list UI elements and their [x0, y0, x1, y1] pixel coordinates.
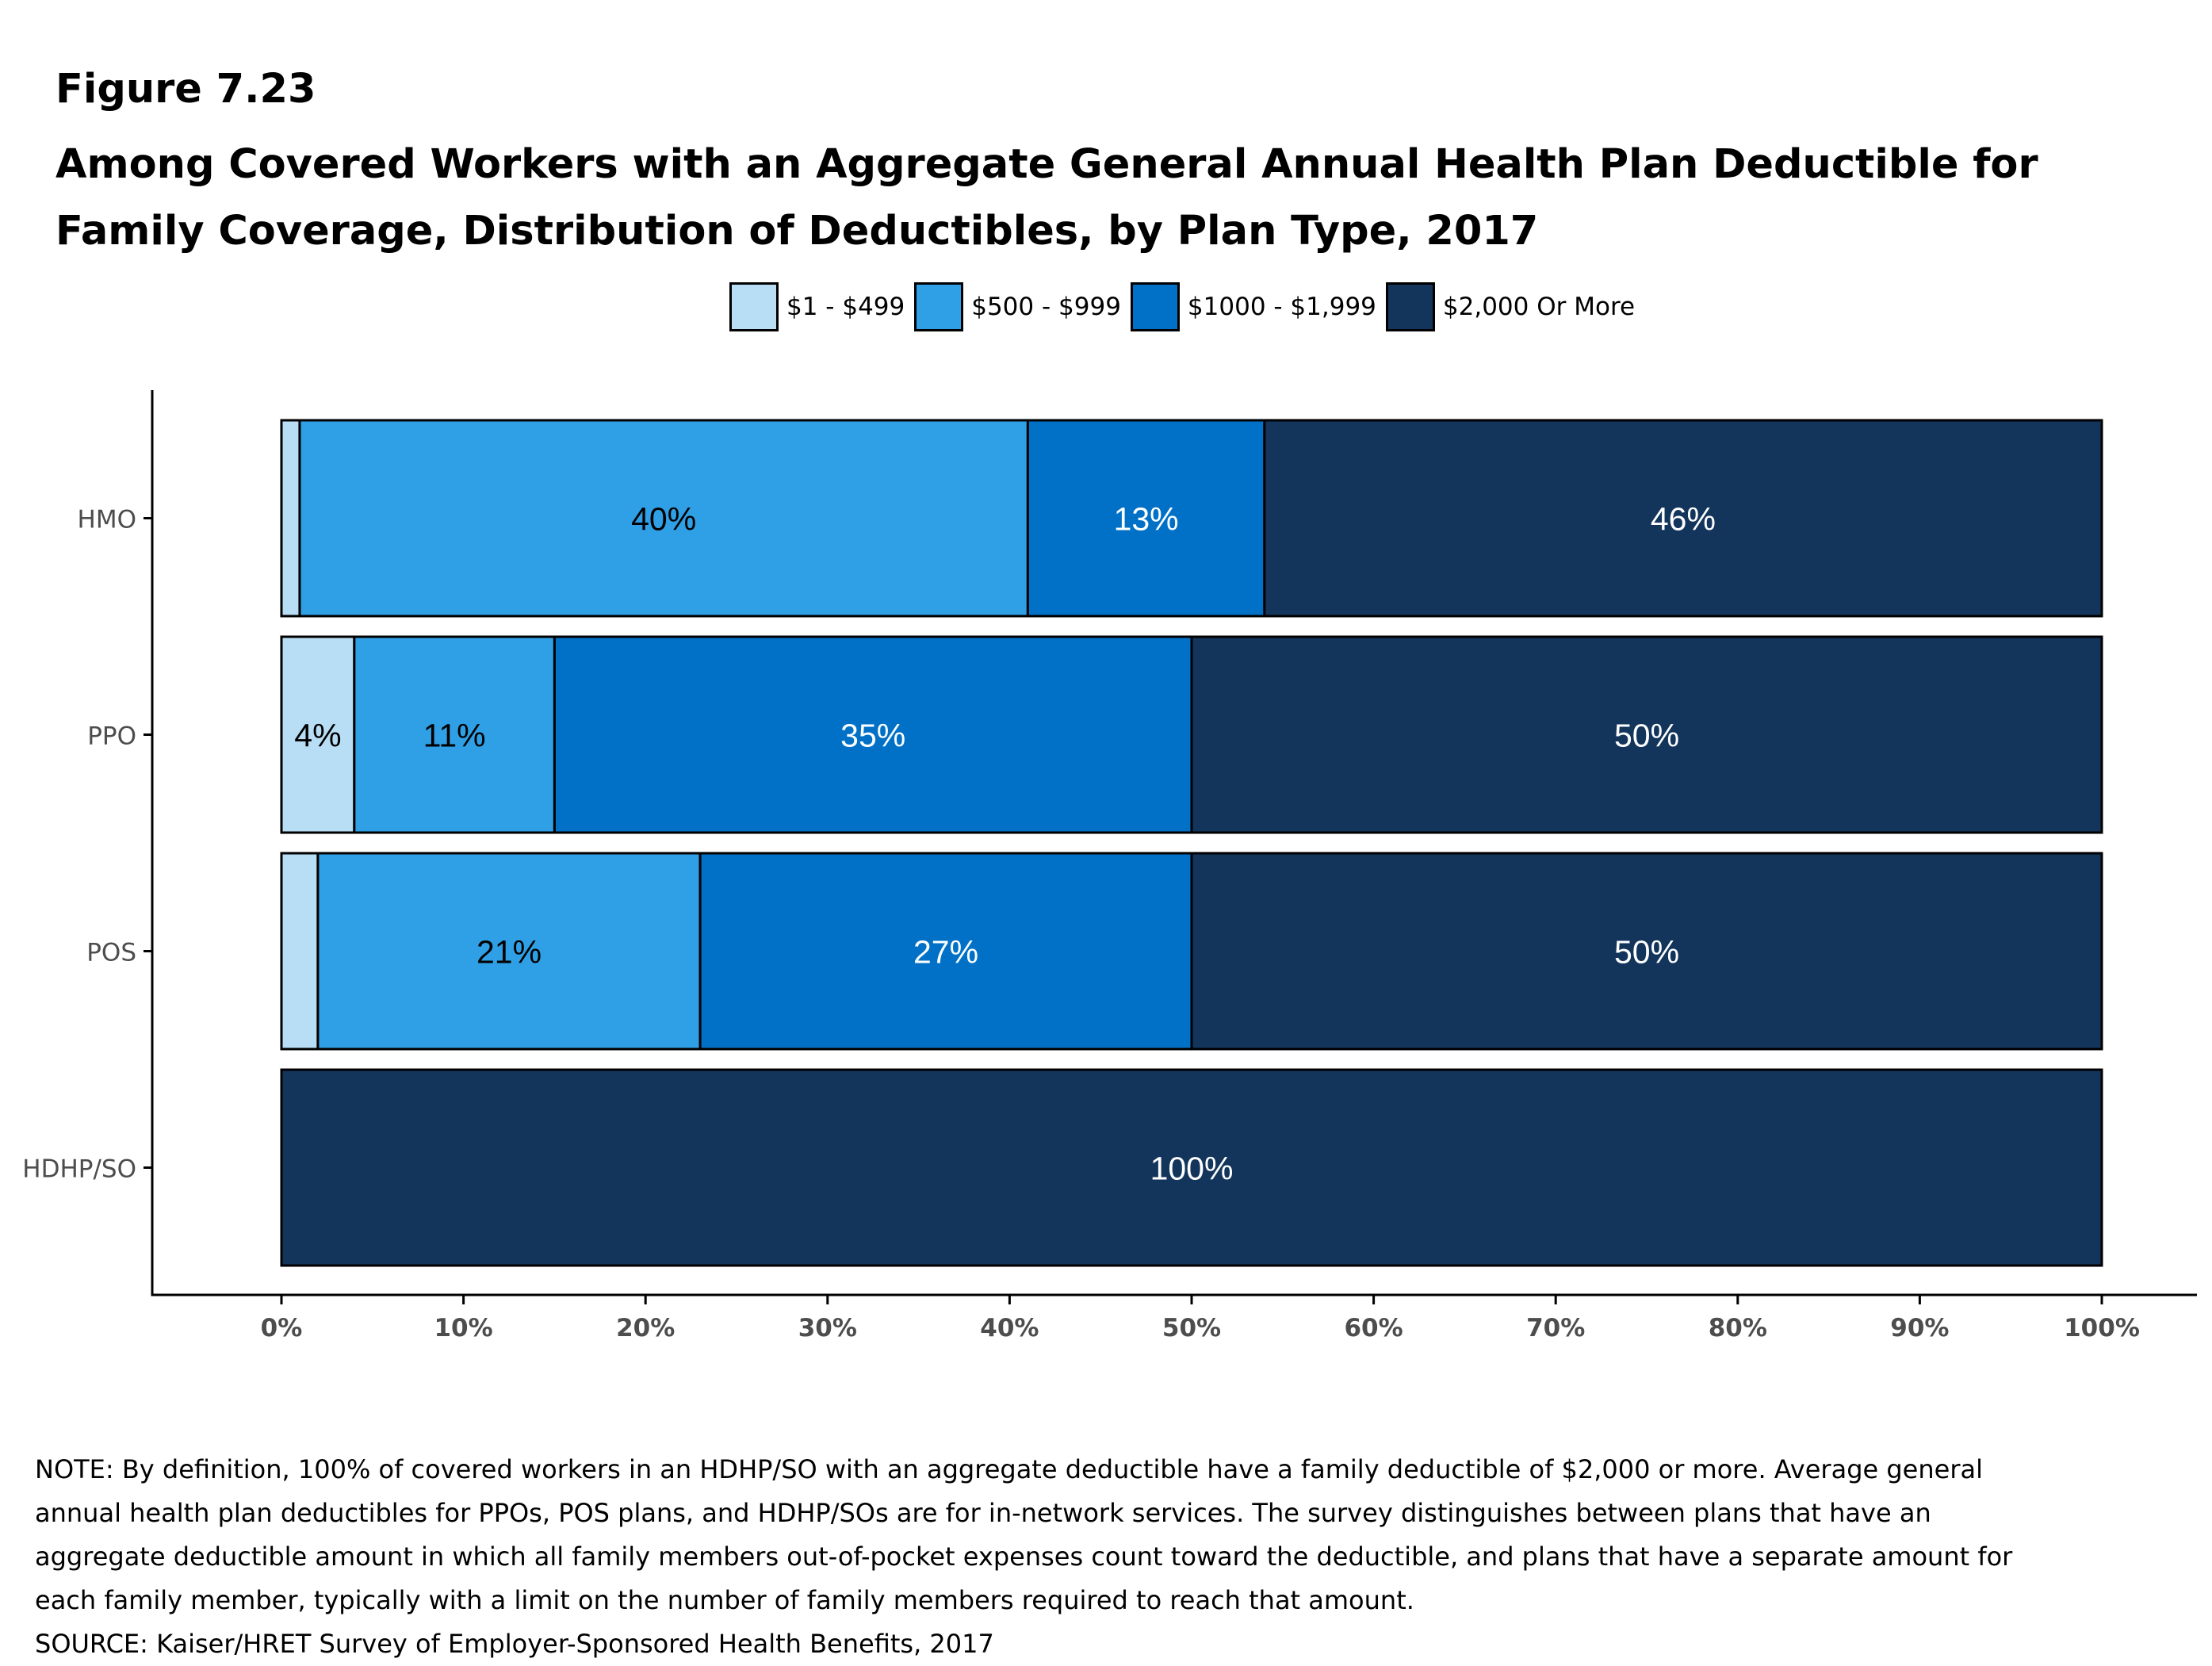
data-label: 100%	[1150, 1151, 1234, 1187]
chart-note: NOTE: By definition, 100% of covered wor…	[35, 1454, 2013, 1615]
legend-label: $1000 - $1,999	[1187, 293, 1376, 321]
x-tick-label: 30%	[798, 1314, 857, 1342]
bar-segment	[280, 852, 320, 1051]
x-tick-label: 20%	[616, 1314, 675, 1342]
chart-source: SOURCE: Kaiser/HRET Survey of Employer-S…	[35, 1629, 994, 1659]
legend-swatch	[914, 282, 964, 331]
x-tick-label: 100%	[2064, 1314, 2140, 1342]
x-tick-label: 80%	[1709, 1314, 1767, 1342]
bar-segment	[298, 419, 1029, 618]
x-tick-label: 10%	[434, 1314, 492, 1342]
bar-segment	[1190, 635, 2103, 834]
x-tick-label: 60%	[1344, 1314, 1403, 1342]
axes-layer: HMO PPO POS HDHP/SO 0% 10% 20% 30% 40% 50% 60% 70% 8…	[22, 390, 2197, 1342]
data-label: 50%	[1614, 718, 1679, 754]
chart-title: Among Covered Workers with an Aggregate …	[55, 141, 2038, 255]
legend-label: $2,000 Or More	[1442, 293, 1636, 321]
bar-segment	[280, 1068, 2103, 1267]
legend-swatch	[729, 282, 779, 331]
legend-label: $1 - $499	[786, 293, 905, 321]
legend-item: $2,000 Or More	[1385, 282, 1636, 331]
bar-segment	[280, 635, 356, 834]
x-tick-label: 90%	[1890, 1314, 1949, 1342]
x-tick-label: 40%	[980, 1314, 1039, 1342]
bar-segment	[1026, 419, 1266, 618]
category-label: POS	[86, 939, 136, 967]
figure-label: Figure 7.23	[55, 66, 316, 113]
bar-segment	[1263, 419, 2103, 618]
legend-item: $1000 - $1,999	[1130, 282, 1376, 331]
notes: NOTE: By definition, 100% of covered wor…	[35, 1448, 2033, 1666]
bar-segment	[316, 852, 702, 1051]
x-tick-label: 50%	[1162, 1314, 1221, 1342]
data-label: 35%	[840, 718, 905, 754]
bar-segment	[553, 635, 1193, 834]
bars-layer: 40% 13% 46% 4% 11% 35% 50% 21% 27% 50% 100%	[280, 419, 2103, 1267]
data-label: 50%	[1614, 934, 1679, 971]
legend-item: $500 - $999	[914, 282, 1121, 331]
data-label: 27%	[913, 934, 978, 971]
data-label: 46%	[1651, 501, 1716, 538]
data-label: 11%	[423, 718, 486, 754]
legend-item: $1 - $499	[729, 282, 905, 331]
data-label: 40%	[631, 501, 696, 538]
bar-segment	[1190, 852, 2103, 1051]
category-label: HMO	[78, 506, 136, 534]
x-tick-label: 70%	[1526, 1314, 1585, 1342]
data-label: 21%	[476, 934, 542, 971]
x-tick-label: 0%	[261, 1314, 303, 1342]
data-label: 4%	[294, 718, 341, 754]
legend-swatch	[1130, 282, 1180, 331]
stacked-bar-chart: 40% 13% 46% 4% 11% 35% 50% 21% 27% 50% 100% HMO PPO…	[22, 390, 2197, 1342]
category-label: HDHP/SO	[22, 1155, 136, 1184]
bar-segment	[280, 419, 301, 618]
bar-segment	[698, 852, 1193, 1051]
legend-swatch	[1385, 282, 1435, 331]
category-label: PPO	[87, 722, 136, 751]
legend-label: $500 - $999	[971, 293, 1121, 321]
bar-segment	[353, 635, 556, 834]
data-label: 13%	[1114, 501, 1179, 538]
legend: $1 - $499 $500 - $999 $1000 - $1,999 $2,…	[729, 282, 1644, 331]
